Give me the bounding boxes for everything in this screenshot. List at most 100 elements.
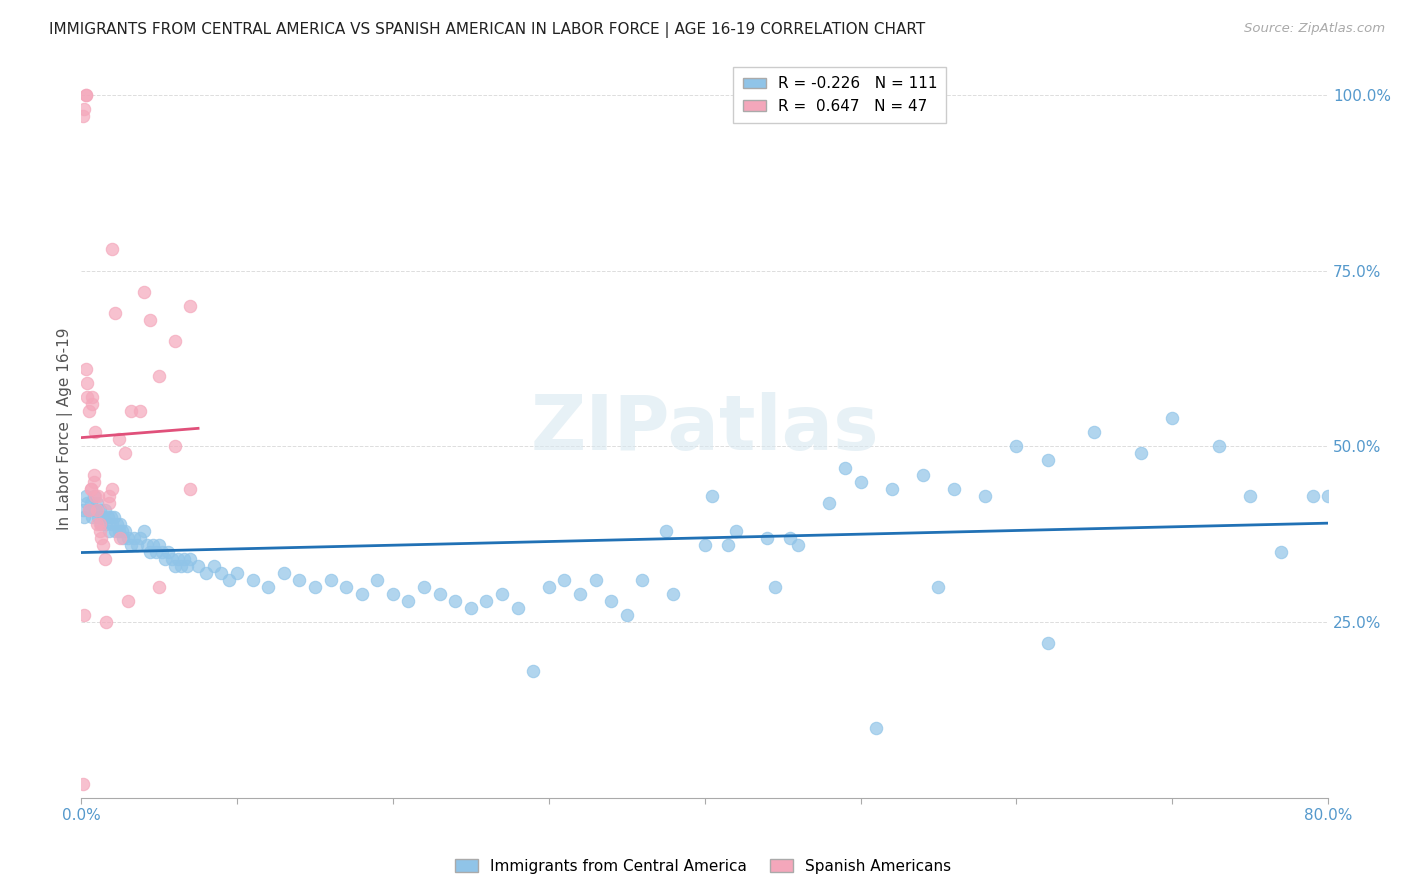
Point: [101, 482, 124, 496]
Point: [132, 285, 155, 299]
Point: [187, 559, 209, 574]
Point: [460, 601, 482, 615]
Point: [142, 538, 165, 552]
Y-axis label: In Labor Force | Age 16-19: In Labor Force | Age 16-19: [58, 327, 73, 530]
Point: [75, 87, 97, 102]
Point: [79, 496, 101, 510]
Point: [506, 601, 529, 615]
Point: [138, 313, 160, 327]
Point: [91, 509, 114, 524]
Point: [654, 524, 676, 538]
Point: [155, 552, 177, 566]
Point: [1083, 425, 1105, 440]
Point: [170, 559, 193, 574]
Point: [114, 524, 136, 538]
Point: [108, 531, 131, 545]
Point: [911, 467, 934, 482]
Point: [90, 516, 112, 531]
Point: [138, 545, 160, 559]
Point: [160, 552, 183, 566]
Point: [87, 489, 110, 503]
Point: [218, 573, 240, 587]
Point: [974, 489, 997, 503]
Point: [73, 102, 96, 116]
Point: [73, 509, 96, 524]
Text: ZIPatlas: ZIPatlas: [530, 392, 879, 466]
Point: [1302, 489, 1324, 503]
Point: [1270, 545, 1292, 559]
Point: [849, 475, 872, 489]
Point: [76, 496, 98, 510]
Point: [89, 516, 111, 531]
Point: [381, 587, 404, 601]
Point: [779, 531, 801, 545]
Point: [179, 482, 201, 496]
Point: [91, 538, 114, 552]
Point: [1239, 489, 1261, 503]
Point: [1161, 411, 1184, 425]
Point: [366, 573, 388, 587]
Point: [148, 538, 170, 552]
Point: [83, 475, 105, 489]
Point: [176, 559, 198, 574]
Point: [865, 721, 887, 735]
Point: [818, 496, 841, 510]
Point: [72, 777, 94, 791]
Text: IMMIGRANTS FROM CENTRAL AMERICA VS SPANISH AMERICAN IN LABOR FORCE | AGE 16-19 C: IMMIGRANTS FROM CENTRAL AMERICA VS SPANI…: [49, 22, 925, 38]
Point: [429, 587, 451, 601]
Point: [398, 594, 420, 608]
Point: [537, 580, 560, 594]
Point: [72, 109, 94, 123]
Point: [120, 404, 142, 418]
Point: [89, 524, 111, 538]
Point: [444, 594, 467, 608]
Point: [73, 608, 96, 623]
Point: [717, 538, 740, 552]
Point: [600, 594, 623, 608]
Point: [79, 482, 101, 496]
Point: [1208, 439, 1230, 453]
Point: [163, 334, 186, 348]
Point: [84, 425, 107, 440]
Point: [1005, 439, 1028, 453]
Point: [145, 545, 167, 559]
Point: [75, 362, 97, 376]
Point: [304, 580, 326, 594]
Point: [179, 299, 201, 313]
Point: [173, 552, 195, 566]
Point: [834, 460, 856, 475]
Point: [93, 502, 115, 516]
Point: [475, 594, 498, 608]
Point: [89, 502, 111, 516]
Point: [117, 594, 139, 608]
Point: [77, 404, 100, 418]
Point: [112, 531, 135, 545]
Point: [84, 502, 107, 516]
Point: [87, 509, 110, 524]
Point: [103, 509, 125, 524]
Point: [80, 397, 103, 411]
Point: [943, 482, 966, 496]
Point: [585, 573, 607, 587]
Point: [107, 524, 129, 538]
Point: [98, 524, 121, 538]
Point: [631, 573, 654, 587]
Point: [108, 516, 131, 531]
Point: [90, 531, 112, 545]
Legend: R = -0.226   N = 111, R =  0.647   N = 47: R = -0.226 N = 111, R = 0.647 N = 47: [734, 67, 946, 123]
Point: [75, 87, 97, 102]
Point: [179, 552, 201, 566]
Point: [77, 502, 100, 516]
Point: [129, 531, 152, 545]
Point: [163, 559, 186, 574]
Point: [522, 665, 544, 679]
Point: [111, 524, 134, 538]
Point: [86, 502, 108, 516]
Point: [83, 489, 105, 503]
Point: [94, 615, 117, 630]
Point: [616, 608, 638, 623]
Point: [242, 573, 264, 587]
Point: [72, 502, 94, 516]
Point: [756, 531, 779, 545]
Point: [83, 467, 105, 482]
